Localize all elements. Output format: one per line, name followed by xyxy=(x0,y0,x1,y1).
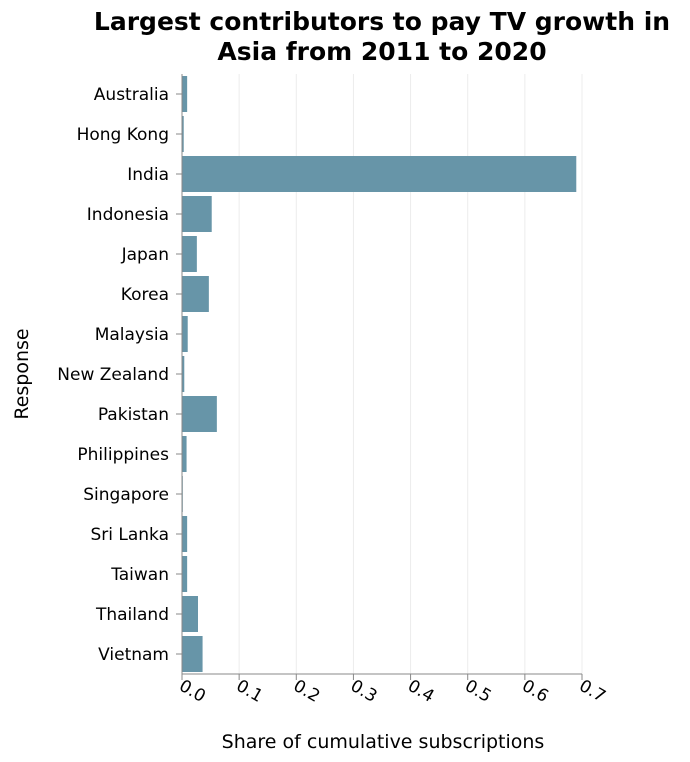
chart-title-line-1: Largest contributors to pay TV growth in xyxy=(94,7,670,36)
y-tick-label: Japan xyxy=(121,245,169,265)
x-tick-label: 0.4 xyxy=(404,676,437,707)
bar-australia xyxy=(182,76,188,112)
bar-thailand xyxy=(182,596,198,632)
y-tick-label: Korea xyxy=(121,285,169,305)
bar-malaysia xyxy=(182,316,188,352)
bar-india xyxy=(182,156,577,192)
y-tick-label: Singapore xyxy=(83,485,169,505)
x-tick-label: 0.5 xyxy=(461,676,494,707)
y-tick-label: Taiwan xyxy=(110,565,169,585)
bar-korea xyxy=(182,276,209,312)
bar-taiwan xyxy=(182,556,188,592)
bar-sri-lanka xyxy=(182,516,188,552)
y-tick-label: Sri Lanka xyxy=(90,525,169,545)
y-axis-label: Response xyxy=(11,328,33,419)
bars xyxy=(182,76,577,672)
x-tick-label: 0.0 xyxy=(176,676,209,707)
y-tick-label: Thailand xyxy=(95,605,169,625)
y-tick-label: Philippines xyxy=(77,445,169,465)
x-tick-label: 0.1 xyxy=(233,676,266,707)
bar-hong-kong xyxy=(182,116,184,152)
y-tick-label: Malaysia xyxy=(95,325,169,345)
x-axis-ticks: 0.0 0.1 0.2 0.3 0.4 0.5 0.6 0.7 xyxy=(176,674,609,707)
bar-philippines xyxy=(182,436,187,472)
y-tick-label: Vietnam xyxy=(98,645,169,665)
chart-title-line-2: Asia from 2011 to 2020 xyxy=(217,37,546,66)
x-tick-label: 0.2 xyxy=(290,676,323,707)
x-tick-label: 0.3 xyxy=(347,676,380,707)
x-axis-label: Share of cumulative subscriptions xyxy=(222,731,545,753)
bar-japan xyxy=(182,236,197,272)
bar-pakistan xyxy=(182,396,217,432)
y-tick-label: Pakistan xyxy=(98,405,169,425)
y-axis-ticks: Australia Hong Kong India Indonesia Japan Kor… xyxy=(57,85,182,665)
x-tick-label: 0.7 xyxy=(576,676,609,707)
y-tick-label: Australia xyxy=(94,85,169,105)
y-tick-label: New Zealand xyxy=(57,365,169,385)
x-tick-label: 0.6 xyxy=(518,676,551,707)
y-tick-label: Hong Kong xyxy=(77,125,169,145)
bar-indonesia xyxy=(182,196,212,232)
bar-new-zealand xyxy=(182,356,185,392)
y-tick-label: Indonesia xyxy=(87,205,169,225)
bar-vietnam xyxy=(182,636,203,672)
y-tick-label: India xyxy=(127,165,169,185)
